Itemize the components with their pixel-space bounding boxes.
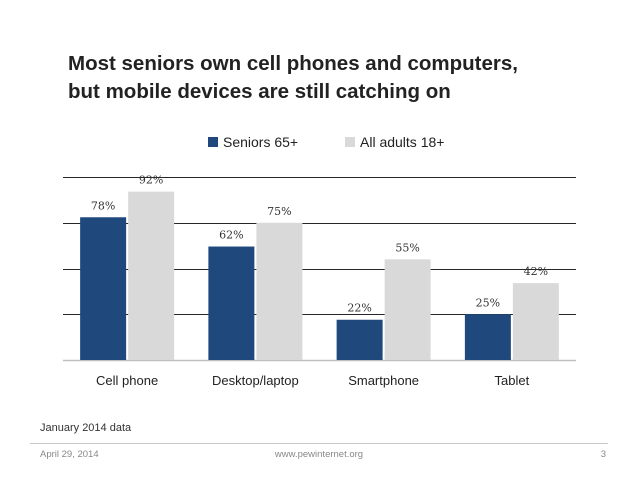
footer-date: April 29, 2014 (40, 449, 99, 460)
bar-all-adults (512, 283, 559, 360)
data-label: 92% (139, 174, 163, 187)
legend-label: All adults 18+ (360, 134, 444, 150)
x-tick-label: Smartphone (348, 373, 419, 388)
legend-label: Seniors 65+ (223, 134, 298, 150)
title-line-2: but mobile devices are still catching on (68, 80, 451, 103)
data-label: 42% (524, 265, 548, 278)
footer-url: www.pewinternet.org (274, 449, 364, 460)
chart-title: Most seniors own cell phones and compute… (68, 50, 588, 106)
x-tick-label: Tablet (495, 373, 530, 388)
bar-all-adults (128, 191, 175, 360)
page-number: 3 (600, 449, 606, 460)
data-label: 22% (347, 302, 371, 315)
bar-seniors (336, 319, 383, 360)
data-label: 62% (219, 229, 243, 242)
bar-all-adults (256, 222, 303, 360)
data-note: January 2014 data (40, 422, 132, 434)
bar-seniors (80, 217, 127, 360)
title-line-1: Most seniors own cell phones and compute… (68, 52, 518, 75)
bar-seniors (464, 314, 511, 360)
data-label: 75% (267, 205, 291, 218)
legend-swatch-all-adults (345, 137, 355, 147)
data-label: 55% (395, 241, 419, 254)
data-label: 25% (476, 296, 500, 309)
data-label: 78% (91, 199, 115, 212)
legend-swatch-seniors (208, 137, 218, 147)
bar-all-adults (384, 259, 431, 360)
footer-divider (30, 443, 608, 444)
bar-seniors (208, 246, 255, 360)
x-tick-label: Desktop/laptop (212, 373, 299, 388)
x-tick-label: Cell phone (96, 373, 158, 388)
